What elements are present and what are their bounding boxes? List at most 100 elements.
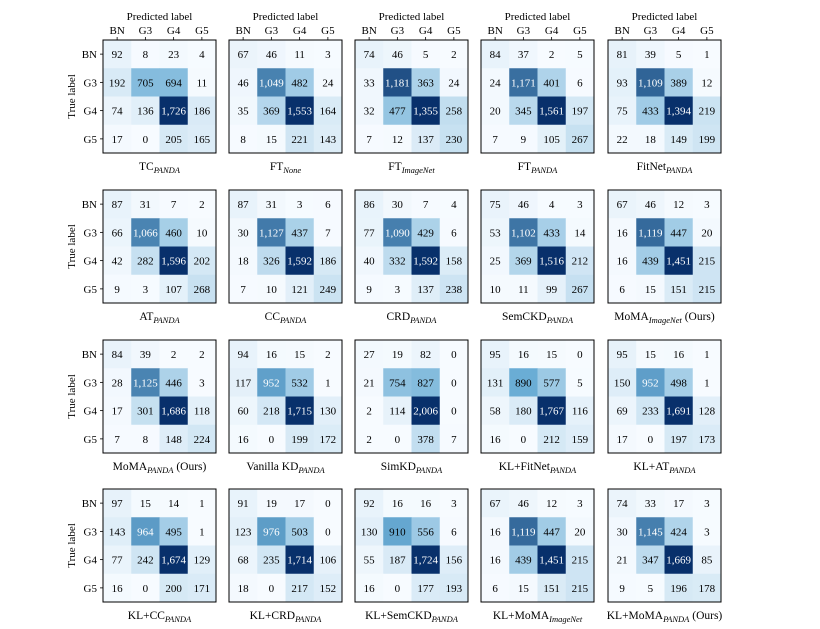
matrix-cell-value: 1,592 <box>287 256 312 268</box>
x-axis-label: Predicted label <box>127 11 193 23</box>
matrix-cell <box>103 218 132 247</box>
matrix-cell <box>257 368 286 397</box>
matrix-cell-value: 177 <box>417 583 434 595</box>
matrix-cell <box>229 190 258 219</box>
matrix-cell <box>131 96 160 126</box>
matrix-cell <box>664 124 694 154</box>
y-tick-label: G5 <box>84 434 98 446</box>
matrix-cell <box>313 40 343 69</box>
matrix-cell-value: 0 <box>451 406 457 418</box>
x-tick-label: G3 <box>517 25 531 37</box>
matrix-cell <box>383 545 412 575</box>
matrix-cell <box>636 124 665 154</box>
matrix-cell-value: 95 <box>617 349 629 361</box>
matrix-cell-value: 67 <box>617 199 629 211</box>
matrix-cell-value: 1,724 <box>413 555 438 567</box>
matrix-cell-value: 1 <box>199 498 205 510</box>
matrix-cell-value: 890 <box>515 377 532 389</box>
matrix-cell <box>257 68 286 97</box>
matrix-cell <box>565 218 595 247</box>
matrix-cell <box>481 96 510 126</box>
matrix-cell-value: 16 <box>392 498 404 510</box>
matrix-cell <box>313 396 343 426</box>
matrix-cell-value: 1 <box>704 49 710 61</box>
matrix-cell-value: 17 <box>294 498 306 510</box>
matrix-cell-value: 129 <box>194 555 211 567</box>
matrix-cell-value: 0 <box>451 377 457 389</box>
matrix-cell-value: 0 <box>325 498 331 510</box>
matrix-cell-value: 429 <box>417 227 434 239</box>
matrix-cell-value: 85 <box>701 555 713 567</box>
panel-caption: FitNetPANDA <box>637 161 693 175</box>
matrix-cell <box>537 218 567 247</box>
matrix-cell-value: 197 <box>572 106 589 118</box>
panel-border <box>228 339 343 454</box>
matrix-cell <box>257 124 286 154</box>
matrix-cell-value: 447 <box>670 227 687 239</box>
matrix-cell <box>439 40 469 69</box>
x-tick-label: G4 <box>419 25 433 37</box>
matrix-cell-value: 577 <box>543 377 560 389</box>
matrix-cell <box>439 545 469 575</box>
matrix-cell-value: 4 <box>451 199 457 211</box>
matrix-cell-value: 3 <box>704 498 710 510</box>
matrix-cell-value: 282 <box>137 256 154 268</box>
x-tick-label: G5 <box>573 25 587 37</box>
matrix-cell-value: 0 <box>577 349 583 361</box>
matrix-cell-value: 11 <box>518 284 529 296</box>
matrix-cell <box>285 517 315 546</box>
matrix-cell-value: 964 <box>137 526 154 538</box>
matrix-cell-value: 55 <box>364 555 376 567</box>
matrix-cell <box>439 396 469 426</box>
matrix-cell <box>285 274 315 304</box>
matrix-cell <box>509 396 538 426</box>
matrix-cell <box>355 40 384 69</box>
matrix-cell-value: 5 <box>423 49 429 61</box>
matrix-cell-value: 267 <box>572 284 589 296</box>
matrix-cell-value: 74 <box>364 49 376 61</box>
matrix-cell-value: 694 <box>165 77 182 89</box>
matrix-cell <box>187 96 217 126</box>
matrix-cell-value: 18 <box>238 256 250 268</box>
panel-border <box>354 39 469 154</box>
matrix-cell <box>608 96 637 126</box>
matrix-cell <box>664 489 694 518</box>
matrix-cell <box>636 545 665 575</box>
matrix-cell-value: 219 <box>699 106 716 118</box>
matrix-cell <box>481 368 510 397</box>
matrix-cell-value: 5 <box>577 377 583 389</box>
matrix-cell <box>159 545 189 575</box>
matrix-cell <box>257 274 286 304</box>
matrix-cell <box>383 573 412 603</box>
matrix-cell <box>229 246 258 276</box>
panel-caption: KL+MoMAImageNet <box>493 610 583 624</box>
matrix-cell <box>664 517 694 546</box>
panel-border <box>354 488 469 603</box>
matrix-cell-value: 19 <box>266 498 278 510</box>
matrix-cell <box>509 545 538 575</box>
matrix-cell-value: 258 <box>446 106 463 118</box>
confusion-matrix-panel: 81 39 5 1 93 1,109 389 12 75 433 1,394 219 22 18 149 19… <box>607 11 722 175</box>
matrix-cell <box>692 68 722 97</box>
matrix-cell <box>257 246 286 276</box>
matrix-cell <box>636 340 665 369</box>
matrix-cell <box>411 424 441 454</box>
matrix-cell-value: 20 <box>490 106 502 118</box>
matrix-cell-value: 6 <box>325 199 331 211</box>
matrix-cell-value: 7 <box>325 227 331 239</box>
matrix-cell <box>537 545 567 575</box>
confusion-matrix-panel: 67 46 12 3 16 1,119 447 20 16 439 1,451 215 6 15 151 21… <box>607 189 722 325</box>
panel-border <box>228 39 343 154</box>
matrix-cell-value: 31 <box>266 199 277 211</box>
y-axis-label: True label <box>66 374 78 419</box>
matrix-cell-value: 39 <box>645 49 657 61</box>
x-axis-label: Predicted label <box>379 11 445 23</box>
matrix-cell-value: 7 <box>240 284 246 296</box>
matrix-cell-value: 200 <box>165 583 182 595</box>
matrix-cell <box>565 68 595 97</box>
matrix-cell-value: 1 <box>704 349 710 361</box>
matrix-cell <box>355 68 384 97</box>
matrix-cell <box>565 368 595 397</box>
matrix-cell-value: 1 <box>704 377 710 389</box>
